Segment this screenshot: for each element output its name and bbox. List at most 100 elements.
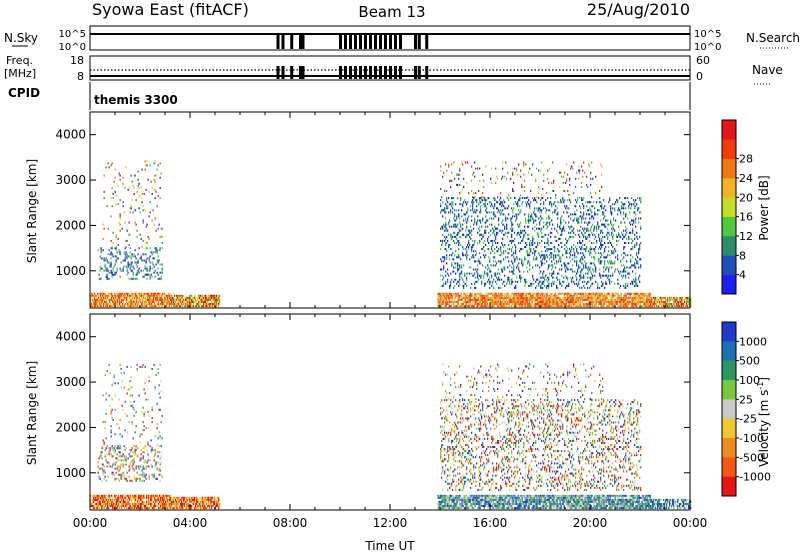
power-cell (557, 207, 559, 210)
power-cell (511, 296, 513, 299)
power-cell (497, 305, 499, 308)
power-cell (102, 223, 104, 226)
power-cell (512, 229, 514, 232)
power-cell (543, 292, 545, 295)
power-cell (559, 227, 561, 230)
power-cell (632, 303, 634, 305)
power-cell (647, 292, 649, 295)
power-cell (445, 203, 447, 206)
power-cell (535, 246, 537, 249)
power-cell (129, 233, 131, 236)
power-cell (604, 225, 606, 228)
power-cell (142, 239, 144, 242)
power-cell (151, 294, 153, 297)
power-cell (660, 303, 662, 305)
power-cell (143, 294, 145, 297)
power-cell (438, 303, 440, 305)
power-cell (551, 252, 553, 255)
power-cell (653, 301, 655, 303)
velocity-cell (110, 500, 112, 503)
power-cell (155, 296, 157, 299)
power-cell (180, 305, 182, 308)
power-cell (153, 178, 155, 181)
power-cell (576, 209, 578, 212)
power-cell (445, 294, 447, 297)
power-cell (484, 282, 486, 285)
power-cell (149, 261, 151, 264)
velocity-cell (121, 494, 123, 497)
power-cell (106, 303, 108, 305)
power-cell (464, 213, 466, 216)
velocity-cell (132, 494, 134, 497)
power-cell (651, 305, 653, 308)
power-cell (455, 219, 457, 222)
power-cell (563, 280, 565, 283)
power-cell (593, 229, 595, 232)
power-cell (560, 260, 562, 263)
power-cell (455, 292, 457, 295)
power-cell (90, 298, 92, 301)
power-cell (503, 223, 505, 226)
power-cell (604, 298, 606, 301)
power-cell (470, 266, 472, 269)
power-cell (518, 163, 520, 166)
power-cell (654, 303, 656, 305)
power-cell (523, 235, 525, 238)
velocity-cell (126, 494, 128, 497)
power-cell (635, 282, 637, 285)
power-cell (444, 211, 446, 214)
power-cell (130, 303, 132, 305)
nsky-gap-bar (354, 35, 357, 49)
power-cell (485, 199, 487, 202)
power-cell (167, 298, 169, 301)
power-cell (557, 231, 559, 234)
power-cell (440, 169, 442, 172)
power-cell (122, 267, 124, 270)
power-cell (440, 188, 442, 190)
power-cell (638, 252, 640, 255)
velocity-cell (129, 498, 131, 501)
power-cell (572, 254, 574, 257)
power-cell (593, 242, 595, 244)
power-cell (158, 223, 160, 226)
power-cell (134, 305, 136, 308)
power-cell (450, 211, 452, 214)
power-cell (466, 211, 468, 214)
power-cell (489, 211, 491, 214)
power-colorbar-segment (722, 139, 736, 159)
power-cell (607, 276, 609, 279)
power-cell (580, 298, 582, 301)
power-cell (440, 294, 442, 297)
power-cell (646, 294, 648, 297)
power-cell (573, 235, 575, 238)
power-cell (460, 272, 462, 275)
freq-gap-bar (364, 66, 367, 79)
power-cell (561, 268, 563, 271)
power-cell (627, 284, 629, 287)
power-cell (445, 274, 447, 277)
power-cell (609, 239, 611, 242)
power-cell (128, 277, 130, 280)
power-cell (465, 301, 467, 303)
power-cell (583, 294, 585, 297)
power-cell (119, 275, 121, 278)
power-cell (584, 298, 586, 301)
power-cell (633, 301, 635, 303)
power-cell (494, 205, 496, 208)
power-cell (602, 231, 604, 234)
power-cell (578, 221, 580, 224)
power-cell (607, 219, 609, 222)
power-cell (536, 298, 538, 301)
power-cell (508, 303, 510, 305)
power-cell (500, 296, 502, 299)
power-cell (609, 233, 611, 236)
power-cell (623, 298, 625, 301)
power-cell (520, 301, 522, 303)
power-cell (583, 274, 585, 277)
power-cell (530, 219, 532, 222)
power-cell (463, 254, 465, 257)
power-cell (546, 305, 548, 308)
power-cell (678, 303, 680, 305)
power-cell (572, 296, 574, 299)
power-cell (538, 292, 540, 295)
